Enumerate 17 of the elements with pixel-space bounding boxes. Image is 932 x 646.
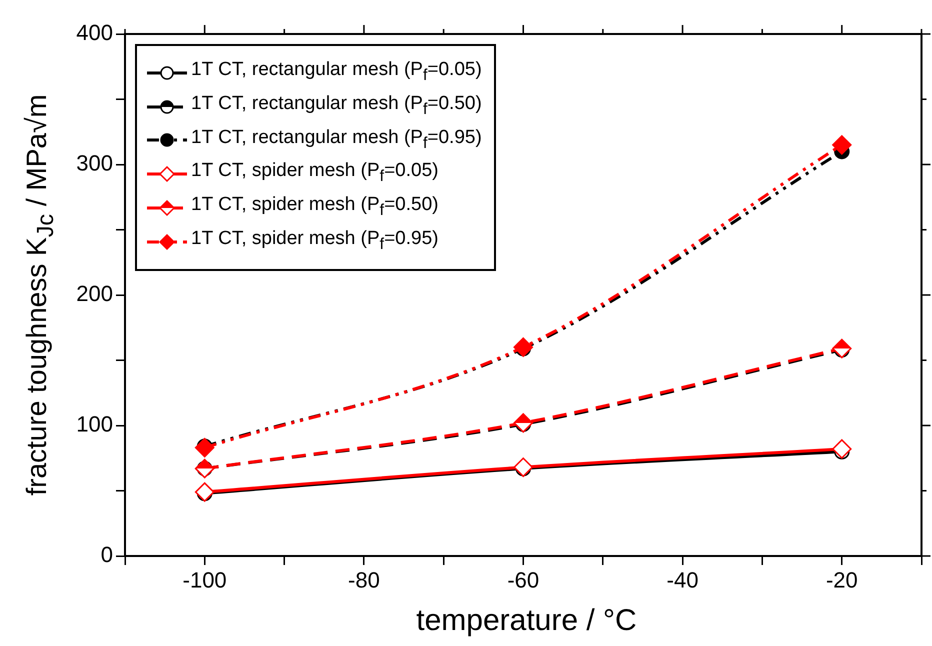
x-tick-label: -60 [507,567,540,592]
x-axis-title: temperature / °C [415,604,638,638]
legend-label: 1T CT, spider mesh (P$_{f}$=0.50) [191,193,438,221]
x-tick-label: -40 [666,567,698,592]
legend-label: 1T CT, spider mesh (P$_{f}$=0.95) [191,226,438,255]
legend-label: 1T CT, rectangular mesh (P$_{f}$=0.50) [191,92,482,120]
y-tick-label: 100 [76,412,113,437]
legend-label: 1T CT, rectangular mesh (P$_{f}$=0.95) [191,126,482,154]
y-tick-label: 200 [76,281,113,306]
x-tick-label: -80 [348,567,380,592]
y-tick-label: 400 [76,20,113,46]
legend-label: 1T CT, rectangular mesh (P$_{f}$=0.05) [191,58,482,86]
legend-label: 1T CT, spider mesh (P$_{f}$=0.05) [191,159,438,188]
y-tick-label: 0 [100,542,113,568]
x-tick-label: -20 [826,567,858,592]
x-tick-label: -100 [182,567,227,592]
y-tick-label: 300 [76,150,113,176]
